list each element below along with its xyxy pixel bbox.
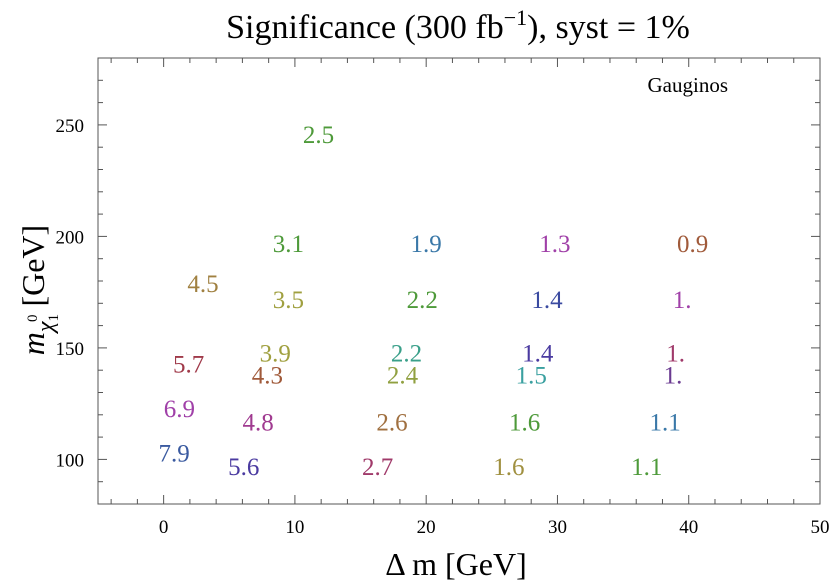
data-point-label: 0.9 xyxy=(677,231,708,258)
x-tick-label: 20 xyxy=(417,517,436,538)
data-point-label: 1.5 xyxy=(516,363,547,390)
y-tick-label: 150 xyxy=(56,339,85,360)
y-axis-title-chi: χ xyxy=(33,320,59,334)
data-point-label: 1. xyxy=(673,287,692,314)
data-point-label: 2.2 xyxy=(407,287,438,314)
panel-annotation: Gauginos xyxy=(648,73,729,97)
x-tick-label: 0 xyxy=(159,517,169,538)
data-point-label: 2.6 xyxy=(376,409,407,436)
chart-title-rest: ), syst = 1% xyxy=(527,9,690,46)
axis-tick-labels: 0 10 20 30 40 50 100 150 200 250 xyxy=(56,116,830,538)
y-axis-title-rest: [GeV] xyxy=(15,225,51,315)
x-tick-label: 40 xyxy=(679,517,698,538)
data-point-label: 1.3 xyxy=(539,231,570,258)
y-axis-title-m: m xyxy=(15,332,51,355)
data-point-label: 1. xyxy=(664,363,683,390)
y-axis-title: mχ10 [GeV] xyxy=(15,225,62,355)
data-point-label: 1.6 xyxy=(509,409,540,436)
data-point-label: 3.9 xyxy=(260,340,291,367)
x-tick-label: 10 xyxy=(285,517,304,538)
data-point-label: 1.6 xyxy=(493,454,524,481)
data-point-label: 5.7 xyxy=(173,352,204,379)
y-axis-title-sub: 1 xyxy=(46,314,62,322)
data-point-label: 4.8 xyxy=(243,409,274,436)
data-point-label: 1.4 xyxy=(522,340,554,367)
y-tick-label: 250 xyxy=(56,116,85,137)
data-point-label: 2.5 xyxy=(303,122,334,149)
data-point-label: 4.3 xyxy=(252,363,283,390)
data-point-label: 2.4 xyxy=(387,363,419,390)
chart-title-superscript: −1 xyxy=(504,5,527,30)
data-point-label: 1. xyxy=(666,340,685,367)
data-point-label: 1.4 xyxy=(531,287,563,314)
chart-title-main: Significance (300 fb xyxy=(226,9,504,46)
x-axis-title: Δ m [GeV] xyxy=(385,546,526,582)
data-point-label: 3.5 xyxy=(273,287,304,314)
data-point-label: 2.2 xyxy=(391,340,422,367)
data-point-label: 5.6 xyxy=(228,454,259,481)
y-tick-label: 100 xyxy=(56,450,85,471)
y-axis-title-sup: 0 xyxy=(25,315,41,323)
data-points: 2.5 3.1 1.9 1.3 0.9 4.5 3.5 2.2 1.4 1. 5.7 3.9 2.2 1.… xyxy=(159,122,709,481)
axis-ticks xyxy=(98,57,821,505)
data-point-label: 2.7 xyxy=(362,454,393,481)
chart-title: Significance (300 fb−1), syst = 1% xyxy=(226,5,690,46)
data-point-label: 6.9 xyxy=(164,396,195,423)
data-point-label: 1.1 xyxy=(631,454,662,481)
x-axis-title-text: Δ m [GeV] xyxy=(385,546,526,582)
y-tick-label: 200 xyxy=(56,227,85,248)
x-tick-label: 50 xyxy=(811,517,830,538)
data-point-label: 1.1 xyxy=(649,409,680,436)
data-point-label: 7.9 xyxy=(159,441,190,468)
data-point-label: 3.1 xyxy=(273,231,304,258)
data-point-label: 4.5 xyxy=(187,271,218,298)
data-point-label: 1.9 xyxy=(411,231,442,258)
x-tick-label: 30 xyxy=(548,517,567,538)
